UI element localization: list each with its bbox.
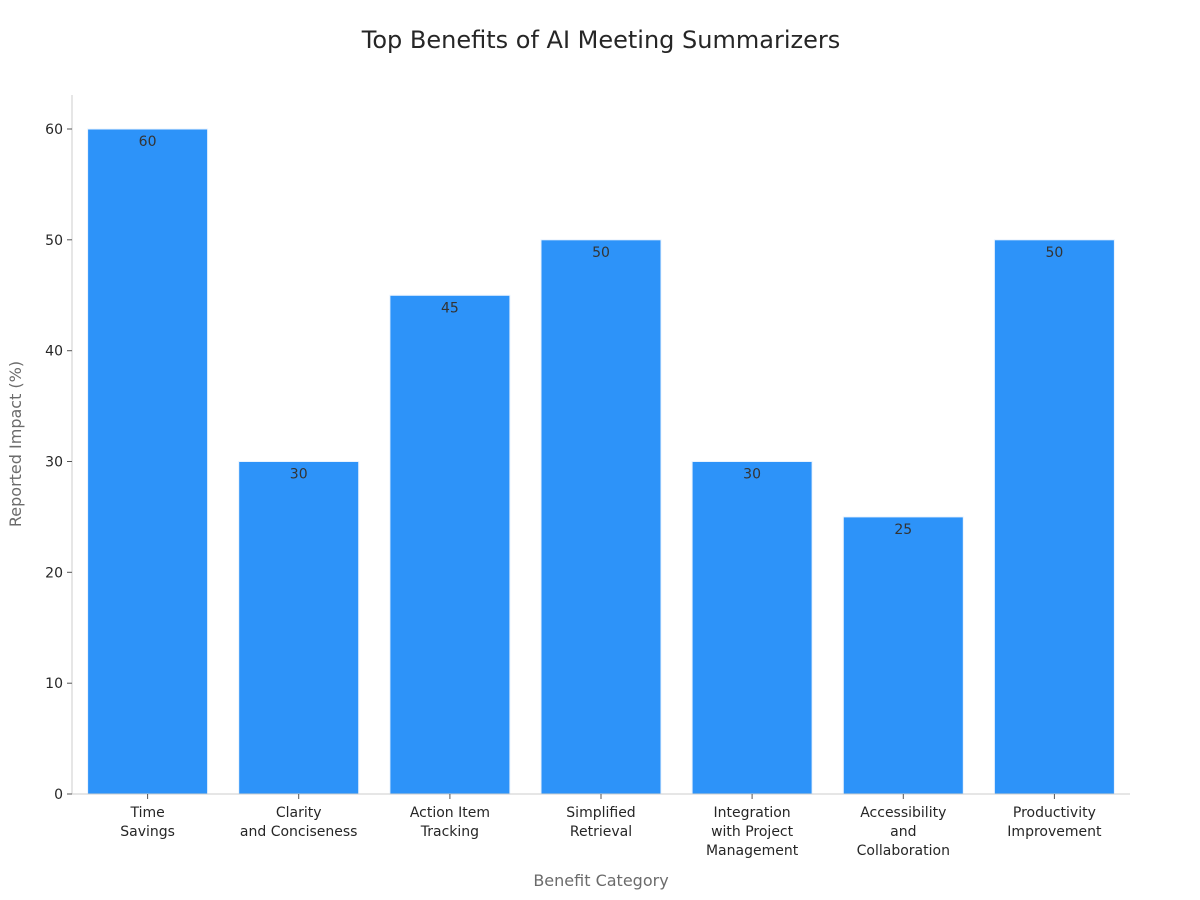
x-tick-label-2-line-0: Action Item [410, 805, 490, 821]
bar-4 [691, 461, 813, 795]
bar-5 [842, 516, 964, 795]
x-tick-label-4-line-1: with Project [711, 824, 794, 840]
x-tick-label-0-line-0: Time [129, 805, 164, 821]
x-tick-label-3-line-0: Simplified [566, 805, 635, 821]
data-label-5: 25 [894, 522, 912, 538]
data-label-6: 50 [1045, 245, 1063, 261]
data-label-3: 50 [592, 245, 610, 261]
y-tick-label-4: 40 [45, 344, 63, 360]
y-tick-label-5: 50 [45, 233, 63, 249]
y-axis-label: Reported Impact (%) [6, 361, 25, 527]
x-tick-label-6-line-0: Productivity [1013, 805, 1096, 821]
chart-title: Top Benefits of AI Meeting Summarizers [361, 26, 840, 54]
y-ticks-group: 0 10 20 30 40 50 60 [45, 122, 72, 803]
x-tick-label-5-line-2: Collaboration [857, 843, 950, 859]
bar-2 [389, 294, 511, 795]
x-tick-label-6-line-1: Improvement [1007, 824, 1102, 840]
x-tick-label-3-line-1: Retrieval [570, 824, 632, 840]
x-tick-label-1-line-1: and Conciseness [240, 824, 358, 840]
bar-3 [540, 239, 662, 795]
x-tick-label-0-line-1: Savings [120, 824, 175, 840]
data-label-0: 60 [139, 134, 157, 150]
y-tick-label-0: 0 [54, 787, 63, 803]
data-label-2: 45 [441, 300, 459, 316]
data-label-1: 30 [290, 467, 308, 483]
bars-group [87, 128, 1115, 795]
y-tick-label-3: 30 [45, 455, 63, 471]
bar-0 [87, 128, 209, 795]
data-label-4: 30 [743, 467, 761, 483]
x-tick-label-5-line-0: Accessibility [860, 805, 946, 821]
x-tick-label-4-line-0: Integration [714, 805, 791, 821]
x-tick-label-4-line-2: Management [706, 843, 799, 859]
y-tick-label-6: 60 [45, 122, 63, 138]
data-labels-group: 60 30 45 50 30 25 50 [139, 134, 1064, 538]
x-ticks-group: Time Savings Clarity and Conciseness Action … [120, 794, 1102, 859]
y-tick-label-2: 20 [45, 565, 63, 581]
x-tick-label-1-line-0: Clarity [276, 805, 322, 821]
bar-1 [238, 461, 360, 795]
bar-6 [993, 239, 1115, 795]
x-axis-label: Benefit Category [533, 871, 668, 890]
x-tick-label-2-line-1: Tracking [420, 824, 479, 840]
x-tick-label-5-line-1: and [890, 824, 916, 840]
y-tick-label-1: 10 [45, 676, 63, 692]
